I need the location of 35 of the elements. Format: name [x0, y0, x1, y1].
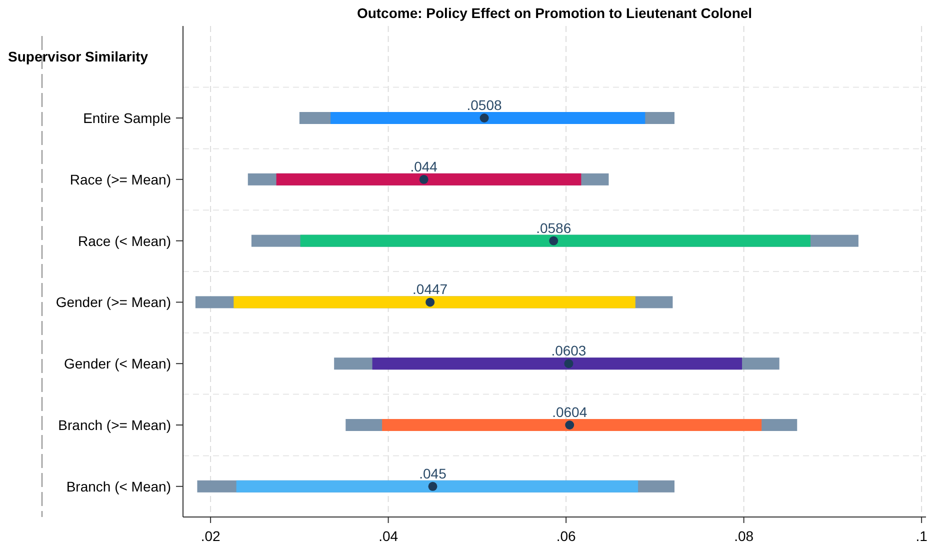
data-label: .0447: [412, 281, 448, 298]
data-label: .0603: [551, 342, 586, 359]
data-label: .0586: [536, 220, 572, 236]
y-tick-label: Race (< Mean): [78, 232, 171, 249]
x-tick-label: .08: [734, 528, 754, 544]
x-tick-label: .1: [916, 528, 928, 544]
bar: [234, 296, 636, 308]
y-tick-label: Gender (< Mean): [64, 356, 171, 372]
chart-title: Outcome: Policy Effect on Promotion to Lieutenant Colonel: [356, 5, 752, 21]
bar: [300, 234, 810, 247]
bar: [276, 173, 582, 186]
y-tick-label: Gender (>= Mean): [56, 294, 171, 310]
data-label: .0508: [466, 97, 502, 113]
bar: [236, 480, 638, 492]
data-label: .0604: [552, 404, 588, 420]
x-tick-label: .02: [200, 528, 220, 544]
point: [428, 482, 438, 491]
y-tick-label: Race (>= Mean): [70, 171, 171, 188]
y-tick-label: Branch (>= Mean): [58, 417, 171, 433]
x-tick-label: .04: [378, 528, 398, 544]
point: [419, 174, 428, 184]
y-tick-label: Entire Sample: [83, 110, 172, 126]
point: [564, 359, 574, 368]
data-label: .044: [410, 158, 438, 174]
y-axis-title: Supervisor Similarity: [8, 48, 148, 65]
point: [565, 420, 574, 430]
point: [480, 114, 489, 122]
bar: [330, 112, 646, 124]
point: [549, 236, 558, 246]
x-tick-label: .06: [556, 528, 576, 544]
bar: [372, 358, 742, 370]
data-label: .045: [419, 465, 447, 482]
point: [426, 298, 435, 307]
bar: [382, 419, 762, 431]
y-tick-label: Branch (< Mean): [66, 478, 171, 494]
